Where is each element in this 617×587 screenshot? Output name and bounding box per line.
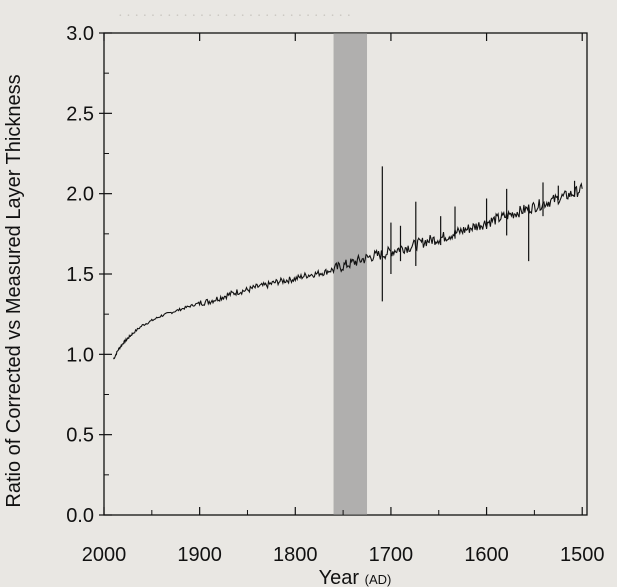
y-tick-label: 2.5 [66, 103, 94, 125]
x-axis-ticks: 2000 1900 1800 1700 1600 1500 [82, 33, 605, 566]
shaded-band [333, 33, 368, 515]
x-axis-title: Year (AD) [319, 567, 392, 587]
y-tick-label: 0.0 [66, 505, 94, 527]
series-line [113, 182, 583, 360]
x-tick-label: 1700 [369, 544, 414, 566]
y-tick-label: 3.0 [66, 23, 94, 45]
x-tick-label: 1500 [560, 544, 605, 566]
x-tick-label: 1900 [177, 544, 222, 566]
y-tick-label: 2.0 [66, 184, 94, 206]
y-tick-label: 0.5 [66, 425, 94, 447]
x-tick-label: 1800 [273, 544, 318, 566]
y-axis-title: Ratio of Corrected vs Measured Layer Thi… [3, 74, 25, 507]
x-tick-label: 2000 [82, 544, 127, 566]
y-tick-label: 1.5 [66, 264, 94, 286]
spike-marks [381, 166, 576, 302]
x-tick-label: 1600 [464, 544, 509, 566]
svg-text:· · · · · · · · · ·: · · · · · · · · · · · · · · · · · · · · … [118, 9, 351, 24]
y-tick-label: 1.0 [66, 344, 94, 366]
y-axis-ticks: 0.0 0.5 1.0 1.5 2.0 2.5 3.0 [66, 23, 112, 527]
